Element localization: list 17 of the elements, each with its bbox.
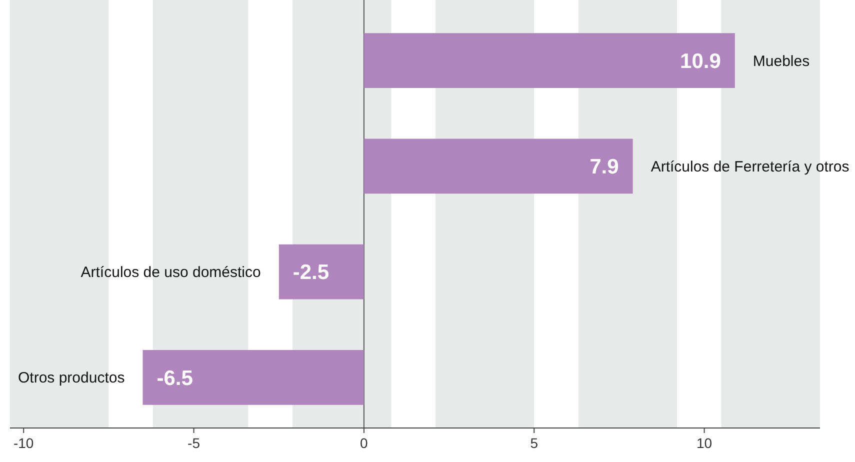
data-label: -2.5: [292, 261, 330, 284]
bar: [142, 350, 364, 405]
x-tick-label: 10: [696, 435, 712, 451]
y-tick-label: Otros productos: [18, 370, 125, 387]
bar: [364, 33, 735, 88]
data-label: -6.5: [156, 366, 194, 390]
x-tick-label: -5: [188, 435, 200, 451]
data-label: 10.9: [680, 50, 721, 73]
x-tick-label: 5: [530, 435, 538, 451]
y-tick-label: Artículos de Ferretería y otros: [650, 158, 850, 176]
y-tick-label: Muebles: [752, 52, 810, 70]
bar: [364, 138, 633, 194]
bar: [278, 244, 364, 300]
y-tick-label: Artículos de uso doméstico: [80, 264, 261, 282]
x-tick-label: 0: [360, 435, 368, 451]
data-label: 7.9: [590, 156, 619, 179]
x-tick-label: -10: [13, 435, 34, 451]
